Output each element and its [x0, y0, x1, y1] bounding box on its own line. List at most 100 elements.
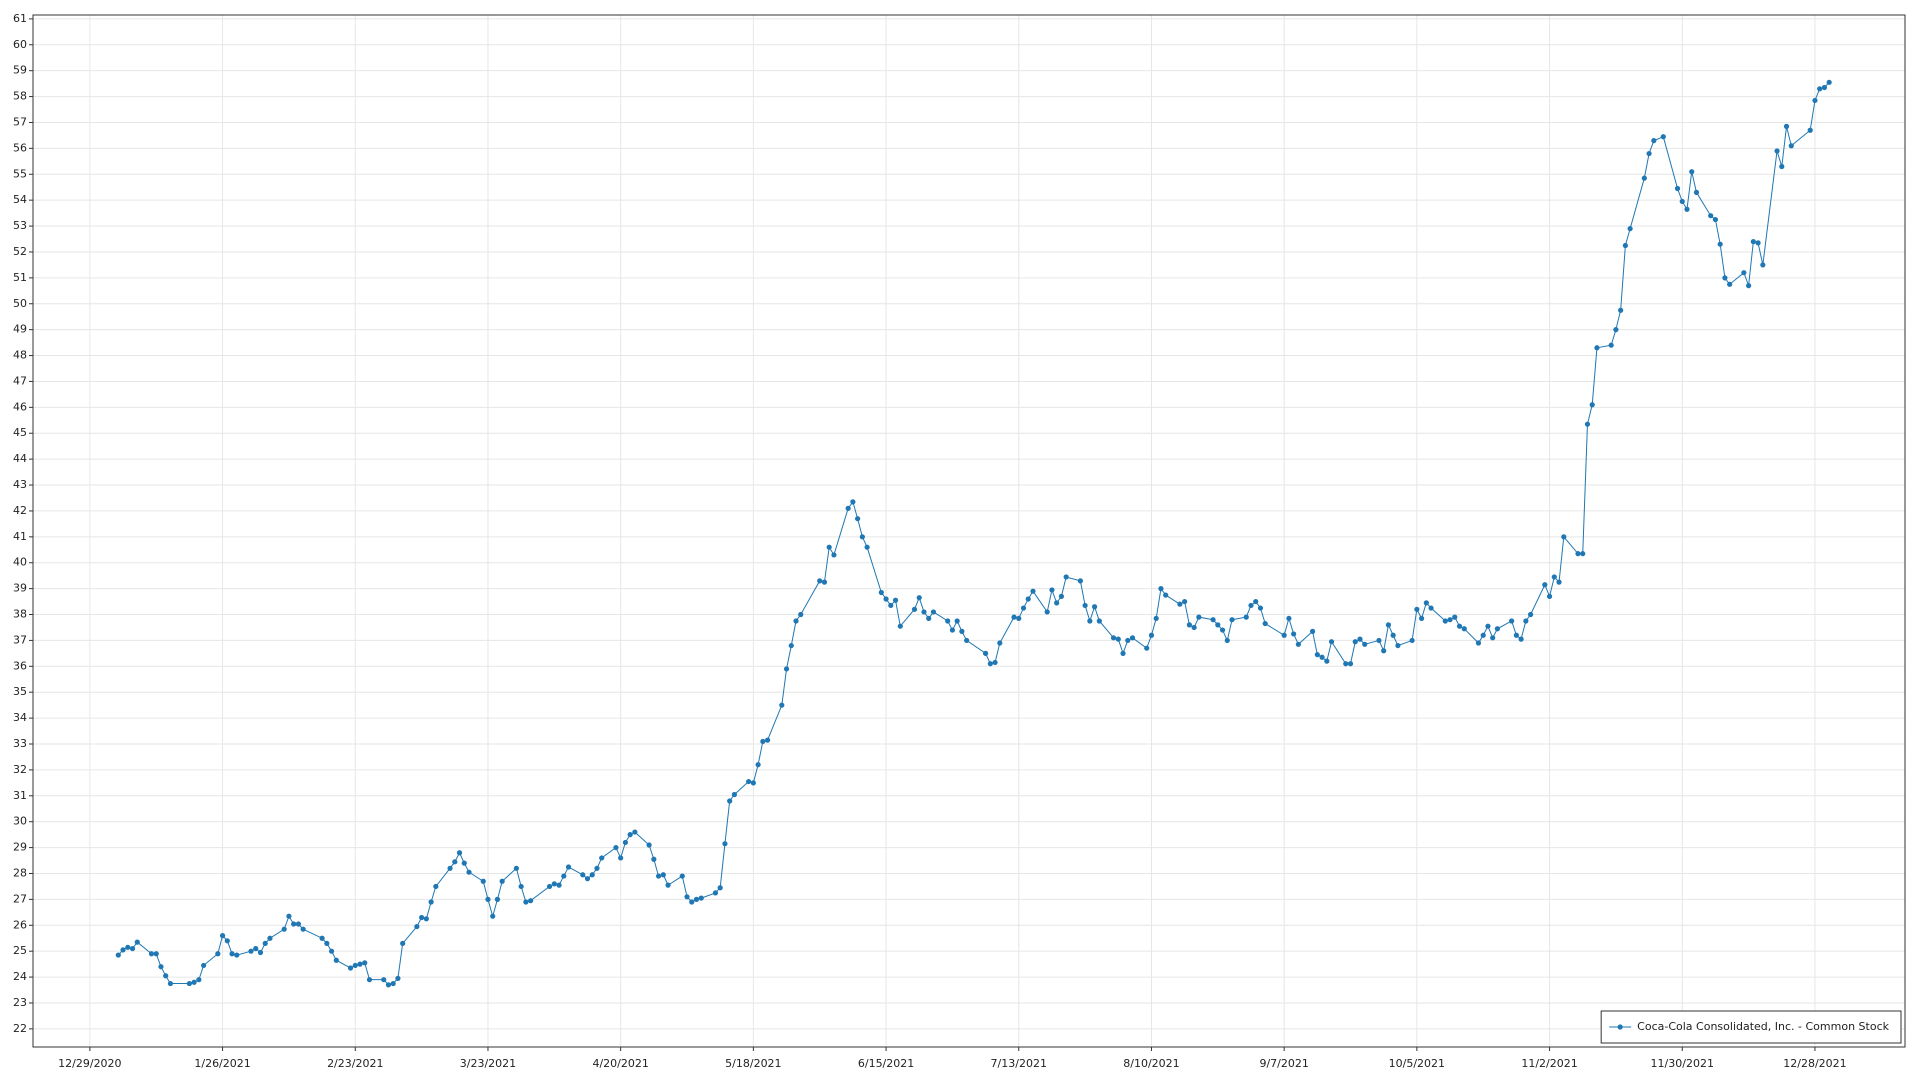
data-point	[727, 798, 733, 804]
y-tick-label: 53	[13, 219, 27, 232]
data-point	[1494, 626, 1501, 632]
data-point	[1347, 661, 1354, 667]
y-tick-label: 26	[13, 918, 27, 931]
data-point	[627, 832, 633, 838]
y-tick-label: 31	[13, 789, 27, 802]
data-point	[125, 944, 131, 950]
x-tick-label: 10/5/2021	[1389, 1057, 1445, 1070]
data-point	[651, 856, 657, 862]
data-point	[855, 516, 861, 522]
data-point	[565, 864, 572, 870]
data-point	[1750, 238, 1756, 245]
data-point	[1423, 600, 1429, 606]
data-point	[859, 534, 865, 540]
data-point	[1580, 551, 1586, 557]
data-point	[490, 913, 496, 919]
data-point	[1551, 574, 1557, 580]
data-point	[414, 923, 420, 930]
data-point	[1020, 605, 1027, 611]
data-point	[1613, 327, 1619, 333]
y-tick-label: 43	[13, 478, 27, 491]
data-point	[1390, 632, 1396, 638]
data-point	[1755, 240, 1761, 246]
data-point	[461, 860, 467, 866]
data-point	[1646, 150, 1652, 157]
data-point	[328, 948, 335, 954]
data-point	[599, 855, 605, 861]
data-point	[1016, 615, 1022, 622]
data-point	[480, 878, 486, 884]
data-point	[589, 872, 595, 878]
data-point	[1452, 614, 1458, 620]
y-tick-label: 56	[13, 141, 27, 154]
data-point	[731, 791, 738, 798]
y-tick-label: 29	[13, 841, 27, 854]
data-point	[523, 899, 529, 905]
data-point	[1125, 637, 1131, 644]
data-point	[1618, 307, 1624, 313]
data-point	[390, 980, 396, 987]
x-tick-label: 11/30/2021	[1651, 1057, 1714, 1070]
x-tick-label: 9/7/2021	[1259, 1057, 1308, 1070]
data-point	[1328, 639, 1335, 645]
data-point	[1542, 582, 1548, 588]
data-point	[1684, 206, 1690, 212]
data-point	[1689, 169, 1695, 175]
data-point	[760, 738, 766, 745]
data-point	[433, 883, 439, 890]
data-point	[1087, 618, 1093, 624]
data-point	[1594, 345, 1600, 351]
data-point	[1163, 592, 1169, 598]
data-point	[949, 627, 956, 633]
y-tick-label: 34	[13, 711, 27, 724]
data-point	[1727, 281, 1733, 287]
data-point	[215, 951, 221, 957]
data-point	[1196, 614, 1202, 620]
legend-item: Coca-Cola Consolidated, Inc. - Common St…	[1609, 1020, 1890, 1033]
data-point	[1821, 84, 1828, 91]
data-point	[267, 935, 273, 941]
data-point	[1760, 262, 1766, 268]
data-point	[783, 666, 790, 672]
data-point	[945, 618, 951, 624]
data-point	[1447, 617, 1453, 623]
data-point	[1485, 623, 1491, 629]
data-point	[892, 597, 899, 603]
data-point	[1409, 637, 1415, 644]
y-tick-label: 55	[13, 167, 27, 180]
data-point	[1712, 216, 1719, 223]
data-point	[845, 505, 851, 511]
data-point	[831, 552, 837, 558]
data-point	[281, 926, 287, 932]
data-point	[447, 865, 453, 871]
data-point	[864, 544, 870, 550]
data-point	[362, 960, 368, 966]
data-point	[1054, 600, 1060, 606]
data-point	[1660, 134, 1666, 140]
data-point	[528, 898, 534, 904]
data-point	[1741, 270, 1747, 276]
y-tick-label: 58	[13, 90, 27, 103]
y-tick-label: 38	[13, 608, 27, 621]
data-point	[1248, 602, 1254, 609]
y-tick-label: 33	[13, 737, 27, 750]
data-point	[1049, 587, 1055, 593]
data-point	[1414, 606, 1420, 612]
data-point	[163, 973, 169, 979]
data-point	[167, 980, 174, 987]
data-point	[224, 938, 230, 944]
data-point	[347, 965, 354, 971]
data-point	[319, 935, 325, 941]
data-point	[1314, 652, 1320, 658]
data-point	[366, 977, 373, 983]
y-tick-label: 50	[13, 297, 27, 310]
data-point	[712, 890, 719, 896]
data-point	[1456, 623, 1463, 629]
data-point	[1788, 143, 1794, 149]
x-tick-label: 3/23/2021	[460, 1057, 516, 1070]
x-tick-label: 2/23/2021	[327, 1057, 383, 1070]
data-point	[1153, 615, 1159, 622]
data-point	[129, 945, 136, 952]
data-point	[456, 850, 463, 856]
